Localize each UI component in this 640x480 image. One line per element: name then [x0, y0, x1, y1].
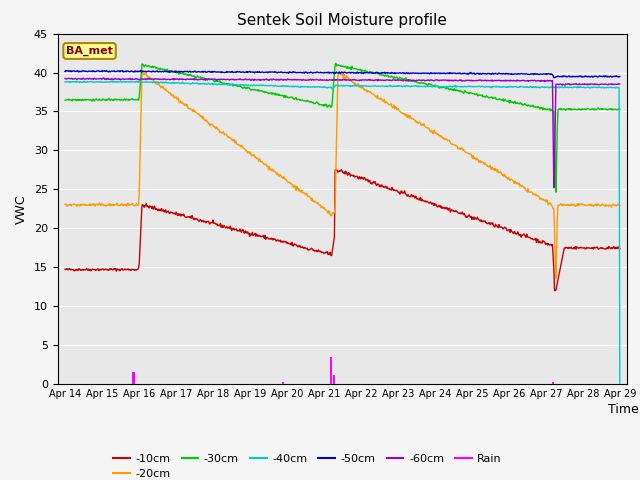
Text: BA_met: BA_met	[66, 46, 113, 56]
Legend: -10cm, -20cm, -30cm, -40cm, -50cm, -60cm, Rain: -10cm, -20cm, -30cm, -40cm, -50cm, -60cm…	[109, 449, 506, 480]
X-axis label: Time: Time	[608, 403, 639, 416]
Title: Sentek Soil Moisture profile: Sentek Soil Moisture profile	[237, 13, 447, 28]
Bar	[333, 375, 335, 384]
Bar	[132, 372, 134, 384]
Bar	[552, 383, 554, 384]
Bar	[330, 357, 332, 384]
Bar	[282, 382, 284, 384]
Y-axis label: VWC: VWC	[15, 194, 28, 224]
